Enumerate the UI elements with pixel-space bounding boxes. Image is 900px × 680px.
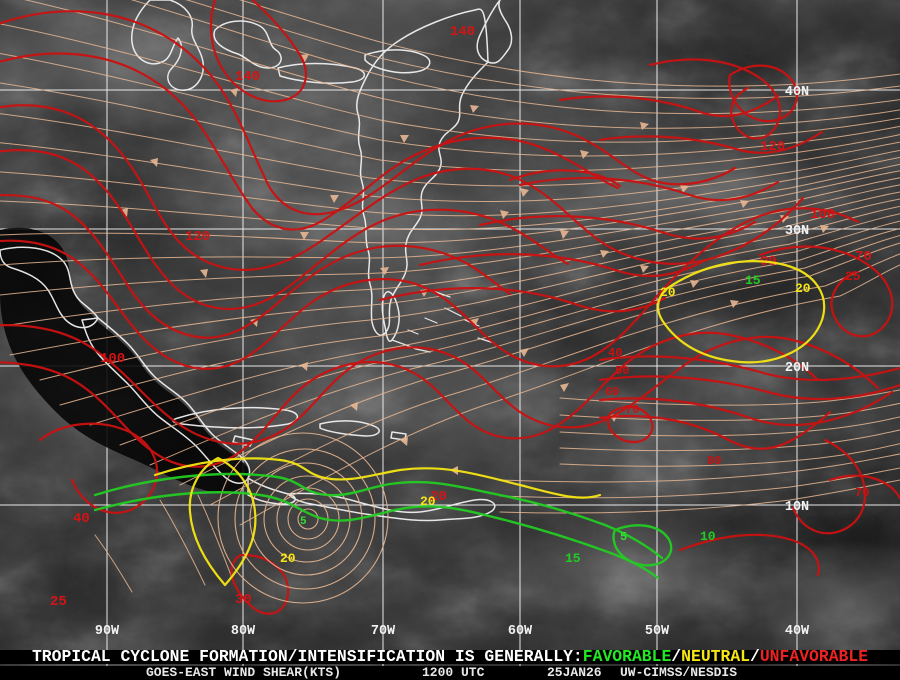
- svg-text:70: 70: [625, 403, 639, 417]
- svg-text:50W: 50W: [645, 624, 670, 639]
- svg-text:60W: 60W: [508, 624, 533, 639]
- svg-text:40W: 40W: [785, 624, 810, 639]
- svg-text:30N: 30N: [785, 224, 809, 239]
- svg-text:30: 30: [235, 592, 252, 608]
- svg-text:5: 5: [300, 516, 307, 528]
- svg-text:60: 60: [605, 385, 619, 399]
- svg-text:20N: 20N: [785, 361, 809, 376]
- svg-text:25: 25: [845, 269, 861, 284]
- svg-text:20: 20: [280, 551, 296, 566]
- svg-text:5: 5: [620, 530, 627, 544]
- svg-text:50: 50: [615, 364, 629, 378]
- svg-text:70W: 70W: [371, 624, 396, 639]
- svg-text:80W: 80W: [231, 624, 256, 639]
- svg-text:100: 100: [100, 351, 125, 367]
- svg-text:25: 25: [50, 594, 67, 610]
- svg-text:20: 20: [420, 494, 436, 509]
- svg-text:15: 15: [745, 273, 761, 288]
- svg-text:90W: 90W: [95, 624, 120, 639]
- svg-text:15: 15: [565, 551, 581, 566]
- svg-text:10N: 10N: [785, 500, 809, 515]
- svg-text:140: 140: [235, 69, 260, 85]
- svg-text:80: 80: [707, 454, 721, 468]
- svg-text:70: 70: [855, 249, 872, 265]
- svg-text:100: 100: [810, 207, 835, 223]
- svg-text:40: 40: [608, 346, 622, 360]
- svg-text:20: 20: [795, 281, 811, 296]
- svg-text:120: 120: [185, 229, 210, 245]
- svg-text:10: 10: [700, 529, 716, 544]
- svg-text:40: 40: [73, 511, 90, 527]
- svg-text:140: 140: [450, 24, 475, 40]
- svg-text:20: 20: [660, 285, 676, 300]
- svg-text:120: 120: [760, 139, 785, 155]
- svg-text:40N: 40N: [785, 85, 809, 100]
- svg-text:70: 70: [855, 486, 869, 500]
